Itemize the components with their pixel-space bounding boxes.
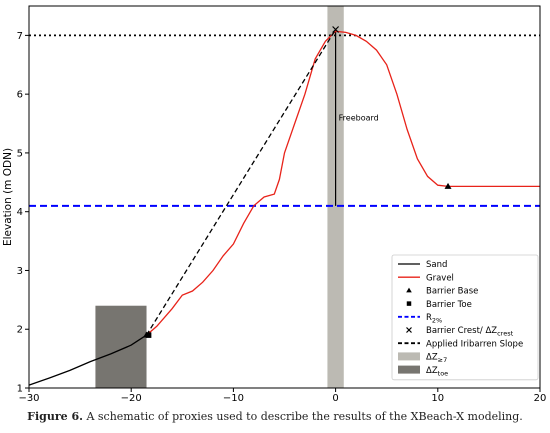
legend-label-1: Gravel: [426, 273, 454, 283]
y-tick-label-5: 6: [17, 90, 23, 101]
legend-label-2: Barrier Base: [426, 287, 478, 297]
legend-label-5: Barrier Crest/ ΔZcrest: [426, 326, 514, 338]
x-tick-label-5: 20: [534, 393, 547, 404]
legend-label-6: Applied Iribarren Slope: [426, 339, 523, 349]
legend-label-4: R2%: [426, 313, 442, 325]
plot-frame: [28, 5, 541, 389]
annotation-freeboard: Freeboard: [339, 114, 379, 123]
legend-box: [391, 254, 539, 381]
legend-swatch-8: [398, 365, 420, 374]
series-line-iribarren-slope: [145, 29, 337, 336]
caption-text: A schematic of proxies used to describe …: [82, 410, 523, 423]
y-tick-label-6: 7: [17, 31, 23, 42]
x-tick-label-0: −30: [18, 393, 39, 404]
legend-label-7: ΔZ≥7: [426, 353, 447, 365]
figure-caption: Figure 6. A schematic of proxies used to…: [0, 410, 550, 423]
y-tick-label-1: 2: [17, 325, 23, 336]
series-line-gravel: [146, 30, 540, 336]
caption-label: Figure 6.: [27, 410, 83, 423]
legend-swatch-3: [406, 301, 412, 306]
legend-label-3: Barrier Toe: [426, 300, 472, 310]
x-tick-label-2: −10: [223, 393, 244, 404]
series-line-sand: [28, 334, 147, 386]
y-tick-label-3: 4: [17, 207, 23, 218]
marker-triangle-0: [444, 182, 452, 189]
x-tick-label-4: 10: [431, 393, 444, 404]
legend-swatch-2: [406, 287, 412, 293]
y-tick-label-0: 1: [17, 384, 23, 395]
shaded-region-dztoe: [95, 305, 147, 388]
legend-label-0: Sand: [426, 260, 447, 270]
x-tick-label-1: −20: [121, 393, 142, 404]
legend-swatch-5: [406, 327, 412, 333]
chart: Freeboard −30 −20 −10 0 10 20 1 2 3 4 5 6 7 Elevation …: [2, 5, 547, 404]
y-axis-label: Elevation (m ODN): [2, 148, 14, 246]
marker-x-3: [332, 26, 340, 33]
legend-label-8: ΔZtoe: [426, 366, 448, 378]
y-tick-label-2: 3: [17, 266, 23, 277]
legend-swatch-7: [398, 352, 420, 361]
x-tick-label-3: 0: [332, 393, 338, 404]
y-tick-label-4: 5: [17, 148, 23, 159]
marker-square-2: [145, 332, 152, 338]
